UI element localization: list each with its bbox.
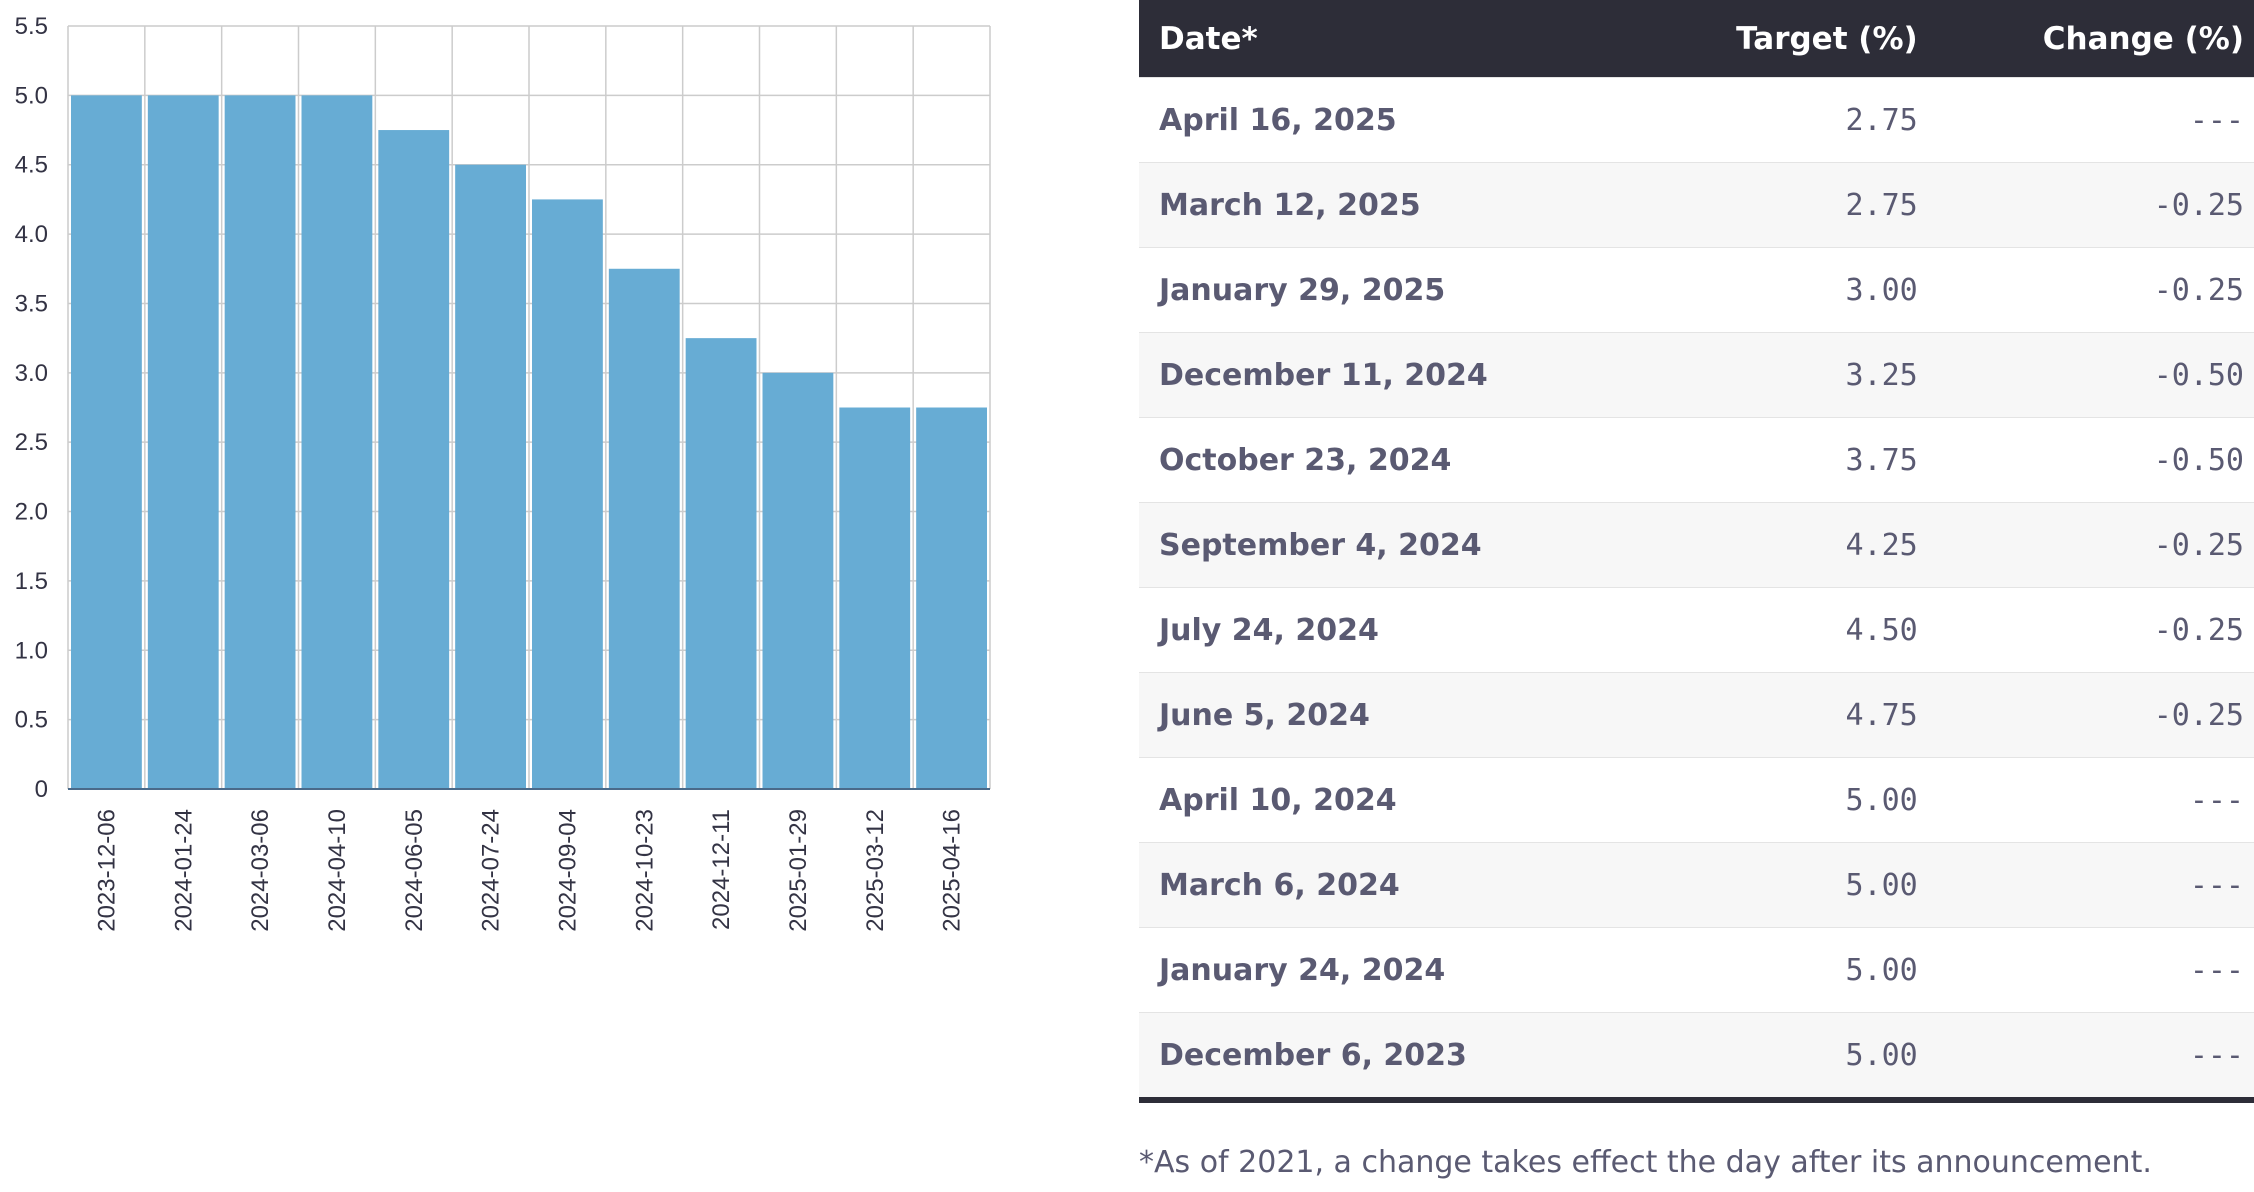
change-cell: -0.25: [1941, 587, 2254, 673]
target-cell: 4.75: [1637, 672, 1942, 758]
target-cell: 3.75: [1637, 417, 1942, 503]
x-tick-label: 2025-03-12: [862, 809, 889, 932]
table-row: July 24, 2024 4.50 -0.25: [1139, 587, 2254, 673]
x-tick-label: 2025-04-16: [939, 809, 966, 932]
date-cell: January 24, 2024: [1139, 927, 1638, 1013]
x-tick-label: 2024-04-10: [324, 809, 351, 932]
y-tick-label: 0.5: [15, 707, 48, 734]
target-cell: 2.75: [1637, 162, 1942, 248]
bar: [147, 95, 219, 789]
bar: [378, 130, 450, 789]
header-date: Date*: [1139, 0, 1638, 78]
bar: [71, 95, 142, 789]
date-cell: December 6, 2023: [1139, 1012, 1638, 1103]
y-tick-label: 5.0: [15, 82, 48, 109]
y-tick-label: 4.5: [15, 152, 48, 179]
y-tick-label: 3.0: [15, 360, 48, 387]
x-tick-label: 2024-01-24: [170, 809, 197, 932]
table-row: December 11, 2024 3.25 -0.50: [1139, 332, 2254, 418]
target-cell: 5.00: [1637, 927, 1942, 1013]
date-cell: March 12, 2025: [1139, 162, 1638, 248]
bar: [224, 95, 296, 789]
x-tick-label: 2024-03-06: [247, 809, 274, 932]
target-cell: 4.25: [1637, 502, 1942, 588]
target-cell: 5.00: [1637, 842, 1942, 928]
date-cell: April 16, 2025: [1139, 77, 1638, 163]
table-row: April 10, 2024 5.00 ---: [1139, 757, 2254, 843]
date-cell: January 29, 2025: [1139, 247, 1638, 333]
date-cell: December 11, 2024: [1139, 332, 1638, 418]
y-tick-label: 4.0: [15, 221, 48, 248]
change-cell: -0.50: [1941, 417, 2254, 503]
x-tick-label: 2024-07-24: [478, 809, 505, 932]
date-cell: July 24, 2024: [1139, 587, 1638, 673]
x-tick-label: 2024-12-11: [708, 809, 735, 930]
y-tick-label: 2.5: [15, 429, 48, 456]
y-tick-label: 3.5: [15, 290, 48, 317]
target-cell: 5.00: [1637, 1012, 1942, 1103]
y-tick-label: 1.5: [15, 568, 48, 595]
x-tick-label: 2025-01-29: [785, 809, 812, 932]
date-cell: October 23, 2024: [1139, 417, 1638, 503]
bar: [762, 372, 834, 789]
bar: [301, 95, 373, 789]
rate-table: Date* Target (%) Change (%) April 16, 20…: [1139, 0, 2254, 1103]
table-row: December 6, 2023 5.00 ---: [1139, 1012, 2254, 1103]
table-header-row: Date* Target (%) Change (%): [1139, 0, 2254, 78]
y-tick-label: 2.0: [15, 499, 48, 526]
table-row: June 5, 2024 4.75 -0.25: [1139, 672, 2254, 758]
x-tick-label: 2024-10-23: [631, 809, 658, 932]
y-tick-label: 1.0: [15, 637, 48, 664]
table-row: March 12, 2025 2.75 -0.25: [1139, 162, 2254, 248]
header-change: Change (%): [1941, 0, 2254, 78]
change-cell: -0.25: [1941, 247, 2254, 333]
change-cell: -0.25: [1941, 162, 2254, 248]
y-tick-label: 0: [35, 776, 48, 803]
change-cell: ---: [1941, 757, 2254, 843]
change-cell: -0.25: [1941, 672, 2254, 758]
table-row: January 29, 2025 3.00 -0.25: [1139, 247, 2254, 333]
table-row: September 4, 2024 4.25 -0.25: [1139, 502, 2254, 588]
y-tick-label: 5.5: [15, 13, 48, 40]
x-tick-label: 2024-09-04: [554, 809, 581, 932]
target-cell: 4.50: [1637, 587, 1942, 673]
bar: [839, 407, 911, 789]
x-tick-label: 2024-06-05: [401, 809, 428, 932]
change-cell: ---: [1941, 77, 2254, 163]
table-row: October 23, 2024 3.75 -0.50: [1139, 417, 2254, 503]
table-row: April 16, 2025 2.75 ---: [1139, 77, 2254, 163]
bar: [608, 268, 680, 790]
x-tick-label: 2023-12-06: [93, 809, 120, 932]
change-cell: ---: [1941, 927, 2254, 1013]
change-cell: -0.25: [1941, 502, 2254, 588]
date-cell: September 4, 2024: [1139, 502, 1638, 588]
bar: [916, 407, 987, 789]
date-cell: June 5, 2024: [1139, 672, 1638, 758]
date-cell: March 6, 2024: [1139, 842, 1638, 928]
target-cell: 3.00: [1637, 247, 1942, 333]
bar: [532, 199, 603, 790]
bar: [685, 338, 757, 789]
table-row: January 24, 2024 5.00 ---: [1139, 927, 2254, 1013]
footnote: *As of 2021, a change takes effect the d…: [1139, 1145, 2152, 1180]
table-row: March 6, 2024 5.00 ---: [1139, 842, 2254, 928]
target-cell: 2.75: [1637, 77, 1942, 163]
target-cell: 5.00: [1637, 757, 1942, 843]
change-cell: -0.50: [1941, 332, 2254, 418]
header-target: Target (%): [1637, 0, 1942, 78]
change-cell: ---: [1941, 1012, 2254, 1103]
target-cell: 3.25: [1637, 332, 1942, 418]
date-cell: April 10, 2024: [1139, 757, 1638, 843]
change-cell: ---: [1941, 842, 2254, 928]
rate-bar-chart: 0 0.5 1.0 1.5 2.0 2.5 3.0 3.5 4.0 4.5 5.0 5.5 2023-1…: [15, 13, 991, 932]
bar: [455, 164, 526, 789]
